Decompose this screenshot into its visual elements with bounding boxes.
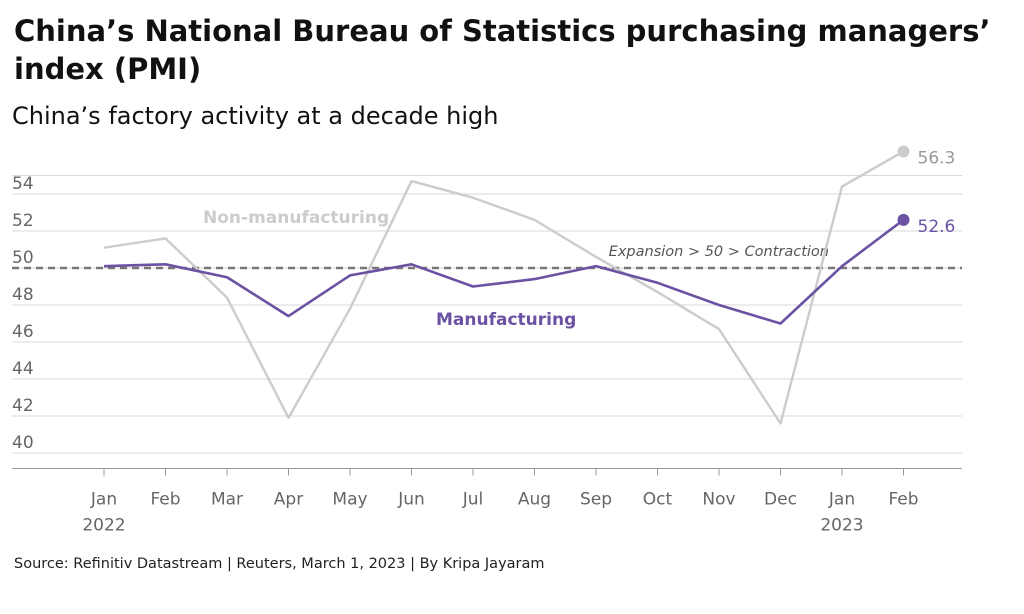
y-axis-ticks: 40 42 44 46 48 50 52 54 <box>12 174 34 453</box>
x-tick-year-label: 2023 <box>820 516 863 536</box>
x-tick-label: Jan <box>90 490 117 510</box>
y-tick-label: 54 <box>12 174 34 194</box>
series-line-non-manufacturing <box>103 150 905 425</box>
x-tick-label: Apr <box>274 490 303 510</box>
x-tick-label: Sep <box>580 490 612 510</box>
x-tick-label: Jul <box>462 490 484 510</box>
x-tick-label: Feb <box>888 490 918 510</box>
series-label-non-manufacturing: Non-manufacturing <box>203 208 389 228</box>
threshold-label: Expansion > 50 > Contraction <box>609 244 829 260</box>
x-tick-year-label: 2022 <box>82 516 125 536</box>
x-tick-label: Jan <box>828 490 855 510</box>
y-tick-label: 40 <box>12 433 34 453</box>
x-tick-label: Aug <box>518 490 551 510</box>
end-value-manufacturing: 52.6 <box>918 217 956 237</box>
source-note: Source: Refinitiv Datastream | Reuters, … <box>14 556 545 572</box>
x-tick-label: Dec <box>764 490 797 510</box>
series-line-manufacturing <box>103 218 905 325</box>
y-tick-label: 42 <box>12 396 34 416</box>
x-tick-label: Feb <box>150 490 180 510</box>
chart-title: China’s National Bureau of Statistics pu… <box>14 14 991 86</box>
y-tick-label: 48 <box>12 285 34 305</box>
x-tick-label: Mar <box>211 490 243 510</box>
end-point-manufacturing <box>897 213 910 226</box>
x-tick-label: Jun <box>397 490 425 510</box>
x-axis: Jan 2022 Feb Mar Apr May Jun Jul Aug Sep Oct Nov Dec… <box>12 468 962 536</box>
gridlines <box>12 175 962 454</box>
series-lines <box>103 145 910 425</box>
end-value-non-manufacturing: 56.3 <box>918 148 956 168</box>
x-tick-label: Nov <box>702 490 735 510</box>
y-tick-label: 46 <box>12 322 34 342</box>
y-tick-label: 52 <box>12 211 34 231</box>
y-tick-label: 44 <box>12 359 34 379</box>
y-tick-label: 50 <box>12 248 34 268</box>
x-tick-label: Oct <box>643 490 673 510</box>
threshold-line-group: Expansion > 50 > Contraction <box>12 244 962 270</box>
chart-subtitle: China’s factory activity at a decade hig… <box>12 102 499 130</box>
series-label-manufacturing: Manufacturing <box>436 310 576 330</box>
end-point-non-manufacturing <box>897 145 910 158</box>
x-tick-label: May <box>332 490 367 510</box>
